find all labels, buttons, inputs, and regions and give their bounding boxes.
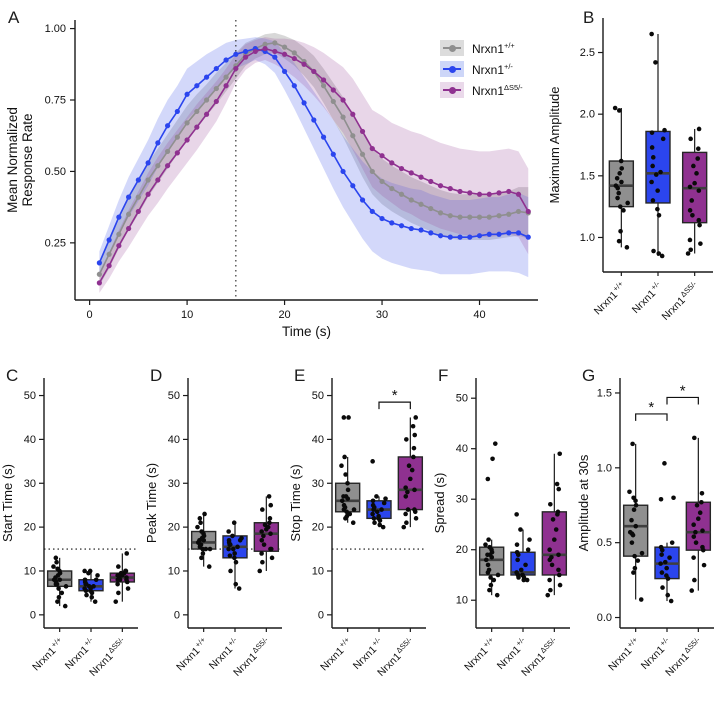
panel-letter-f: F	[438, 366, 449, 385]
svg-text:40: 40	[312, 434, 324, 446]
svg-text:*: *	[392, 387, 398, 404]
svg-text:Response Rate: Response Rate	[20, 113, 35, 206]
svg-text:*: *	[680, 382, 686, 399]
panel-b: B Nrxn1+/+ Nrxn1+/- Nrxn1ΔS5/- 1.0 1.5 2.0 2.5…	[545, 0, 720, 362]
svg-text:Nrxn1+/+: Nrxn1+/+	[173, 635, 212, 674]
legend-swatch-purple	[440, 82, 464, 98]
svg-text:Stop Time (s): Stop Time (s)	[288, 464, 303, 541]
svg-text:30: 30	[376, 309, 388, 321]
svg-text:30: 30	[24, 478, 36, 490]
svg-text:50: 50	[312, 390, 324, 402]
svg-text:10: 10	[168, 565, 180, 577]
svg-text:30: 30	[168, 478, 180, 490]
svg-text:20: 20	[24, 522, 36, 534]
boxplot-svg-amplitude-30s: Nrxn1+/+Nrxn1+/-Nrxn1ΔS5/-**0.00.51.01.5…	[576, 378, 714, 679]
svg-text:20: 20	[168, 522, 180, 534]
svg-text:0.25: 0.25	[45, 237, 66, 249]
legend-item-wildtype: Nrxn1+/+	[440, 40, 523, 56]
svg-text:50: 50	[456, 393, 468, 405]
svg-text:40: 40	[473, 309, 485, 321]
svg-text:0.5: 0.5	[597, 537, 612, 549]
legend-swatch-blue	[440, 61, 464, 77]
panel-letter-g: G	[582, 366, 596, 385]
boxplot-svg-spread: Nrxn1+/+Nrxn1+/-Nrxn1ΔS5/-1020304050Spre…	[432, 378, 570, 679]
svg-text:0.0: 0.0	[597, 612, 612, 624]
svg-text:Nrxn1+/+: Nrxn1+/+	[461, 635, 500, 674]
bottom-row: C Nrxn1+/+ Nrxn1+/- Nrxn1ΔS5/- 0 10 20 30 40 50 S…	[0, 362, 720, 720]
legend-dot-icon	[449, 65, 456, 73]
svg-text:0: 0	[174, 609, 180, 621]
svg-text:Mean Normalized: Mean Normalized	[5, 107, 20, 213]
svg-text:0: 0	[318, 609, 324, 621]
svg-text:1.5: 1.5	[597, 387, 612, 399]
panel-letter-c: C	[6, 366, 19, 385]
boxplot-svg-stop-time: Nrxn1+/+Nrxn1+/-Nrxn1ΔS5/-*01020304050St…	[288, 378, 426, 679]
svg-text:30: 30	[312, 478, 324, 490]
svg-text:Nrxn1ΔS5/-: Nrxn1ΔS5/-	[658, 279, 702, 323]
svg-text:Peak Time (s): Peak Time (s)	[144, 463, 159, 543]
svg-text:50: 50	[168, 390, 180, 402]
boxplot-svg-peak-time: Nrxn1+/+Nrxn1+/-Nrxn1ΔS5/-01020304050Pea…	[144, 378, 282, 679]
panel-a: A 0 10 20 30 40 0.25 0.50 0.75 1.00 Time (s) Mean …	[0, 0, 545, 362]
svg-text:Nrxn1+/-: Nrxn1+/-	[628, 279, 665, 316]
panel-g: G Nrxn1+/+ Nrxn1+/- Nrxn1ΔS5/- * * 0.0 0.5 1.0 1…	[576, 362, 720, 720]
svg-text:0: 0	[30, 609, 36, 621]
svg-text:10: 10	[312, 565, 324, 577]
legend-item-het: Nrxn1+/-	[440, 61, 523, 77]
svg-text:10: 10	[181, 309, 193, 321]
legend-label-het: Nrxn1+/-	[472, 61, 513, 77]
svg-text:40: 40	[456, 443, 468, 455]
boxplot-svg-start-time: Nrxn1+/+Nrxn1+/-Nrxn1ΔS5/-01020304050Sta…	[0, 378, 138, 679]
svg-text:20: 20	[278, 309, 290, 321]
svg-text:10: 10	[456, 595, 468, 607]
svg-text:Nrxn1+/+: Nrxn1+/+	[590, 279, 629, 318]
svg-text:1.0: 1.0	[597, 462, 612, 474]
legend: Nrxn1+/+ Nrxn1+/- Nrxn1ΔS5/-	[440, 40, 523, 98]
legend-label-wildtype: Nrxn1+/+	[472, 40, 515, 56]
legend-dot-icon	[449, 44, 456, 52]
panel-f: F Nrxn1+/+ Nrxn1+/- Nrxn1ΔS5/- 10 20 30 40 50 Sp…	[432, 362, 576, 720]
svg-text:Amplitude at 30s: Amplitude at 30s	[576, 454, 591, 551]
line-chart-svg: 0 10 20 30 40 0.25 0.50 0.75 1.00 Time (s) Mean No…	[5, 20, 538, 339]
svg-text:40: 40	[24, 434, 36, 446]
panel-e: E Nrxn1+/+ Nrxn1+/- Nrxn1ΔS5/- * 0 10 20 30 40 50…	[288, 362, 432, 720]
panel-c: C Nrxn1+/+ Nrxn1+/- Nrxn1ΔS5/- 0 10 20 30 40 50 S…	[0, 362, 144, 720]
svg-text:20: 20	[312, 522, 324, 534]
svg-text:1.0: 1.0	[580, 232, 595, 244]
svg-text:Start Time (s): Start Time (s)	[0, 464, 15, 542]
svg-text:Nrxn1+/+: Nrxn1+/+	[317, 635, 356, 674]
svg-text:20: 20	[456, 544, 468, 556]
panel-letter-b: B	[583, 8, 595, 27]
svg-text:2.5: 2.5	[580, 47, 595, 59]
svg-text:0.75: 0.75	[45, 95, 66, 107]
panel-letter-d: D	[150, 366, 163, 385]
svg-text:10: 10	[24, 565, 36, 577]
svg-text:1.00: 1.00	[45, 23, 66, 35]
svg-text:50: 50	[24, 390, 36, 402]
svg-text:1.5: 1.5	[580, 170, 595, 182]
legend-swatch-gray	[440, 40, 464, 56]
svg-text:Nrxn1+/+: Nrxn1+/+	[605, 635, 644, 674]
svg-text:2.0: 2.0	[580, 109, 595, 121]
svg-text:30: 30	[456, 494, 468, 506]
panel-letter-e: E	[294, 366, 306, 385]
legend-item-deltas5: Nrxn1ΔS5/-	[440, 82, 523, 98]
legend-dot-icon	[449, 86, 456, 94]
svg-text:Maximum Amplitude: Maximum Amplitude	[547, 86, 562, 203]
svg-text:Spread (s): Spread (s)	[432, 473, 447, 534]
top-row: A 0 10 20 30 40 0.25 0.50 0.75 1.00 Time (s) Mean …	[0, 0, 720, 362]
panel-letter-a: A	[8, 8, 20, 27]
svg-text:0: 0	[87, 309, 93, 321]
svg-text:0.50: 0.50	[45, 166, 66, 178]
svg-text:Time (s): Time (s)	[282, 324, 331, 339]
panel-d: D Nrxn1+/+ Nrxn1+/- Nrxn1ΔS5/- 0 10 20 30 40 50 P…	[144, 362, 288, 720]
svg-text:*: *	[648, 399, 654, 416]
legend-label-deltas5: Nrxn1ΔS5/-	[472, 82, 523, 98]
svg-text:Nrxn1+/+: Nrxn1+/+	[29, 635, 68, 674]
svg-text:40: 40	[168, 434, 180, 446]
boxplot-svg-maximum-amplitude: Nrxn1+/+Nrxn1+/-Nrxn1ΔS5/- 1.0 1.5 2.0 2.5 Ma…	[547, 18, 713, 323]
